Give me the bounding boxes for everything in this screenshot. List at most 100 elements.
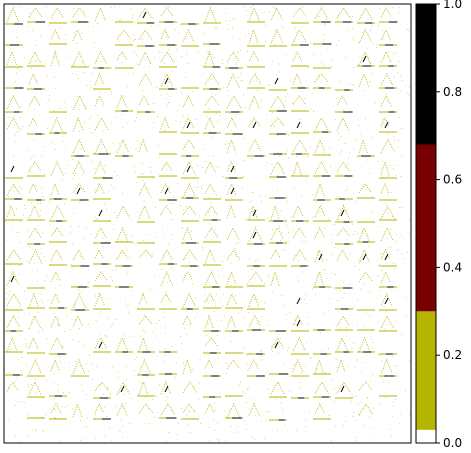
heatmap-speckle bbox=[35, 429, 36, 431]
heatmap-speckle bbox=[392, 355, 394, 357]
heatmap-speckle bbox=[309, 412, 310, 414]
heatmap-speckle bbox=[317, 251, 319, 253]
heatmap-speckle bbox=[266, 162, 268, 163]
heatmap-glyph-triangle bbox=[292, 95, 306, 105]
heatmap-speckle bbox=[136, 63, 138, 65]
heatmap-speckle bbox=[311, 93, 313, 94]
heatmap-speckle bbox=[5, 292, 7, 294]
heatmap-speckle bbox=[357, 322, 358, 324]
heatmap-speckle bbox=[297, 280, 299, 282]
heatmap-speckle bbox=[275, 398, 277, 399]
heatmap-speckle bbox=[287, 241, 289, 243]
heatmap-speckle bbox=[304, 257, 306, 259]
heatmap-speckle bbox=[134, 359, 136, 360]
heatmap-speckle bbox=[208, 302, 209, 304]
heatmap-speckle bbox=[35, 45, 37, 47]
heatmap-speckle bbox=[23, 214, 25, 216]
heatmap-speckle bbox=[83, 72, 85, 73]
heatmap-speckle bbox=[13, 88, 15, 90]
heatmap-glyph-triangle bbox=[204, 314, 214, 329]
heatmap-glyph-triangle bbox=[314, 227, 325, 238]
heatmap-speckle bbox=[165, 325, 167, 327]
heatmap-speckle bbox=[118, 377, 119, 379]
heatmap-speckle bbox=[247, 388, 249, 390]
heatmap-glyph-diagonal bbox=[98, 209, 103, 217]
heatmap-speckle bbox=[203, 300, 205, 302]
heatmap-speckle bbox=[405, 297, 407, 299]
heatmap-glyph-triangle bbox=[6, 183, 21, 196]
heatmap-speckle bbox=[197, 165, 199, 167]
heatmap-speckle bbox=[264, 438, 265, 440]
heatmap-speckle bbox=[377, 23, 379, 25]
heatmap-speckle bbox=[21, 356, 23, 358]
heatmap-speckle bbox=[141, 383, 143, 384]
heatmap-speckle bbox=[356, 395, 358, 397]
heatmap-speckle bbox=[114, 171, 116, 173]
heatmap-speckle bbox=[34, 61, 36, 62]
heatmap-speckle bbox=[26, 435, 28, 437]
heatmap-speckle bbox=[334, 223, 335, 225]
heatmap-speckle bbox=[216, 335, 218, 336]
heatmap-speckle bbox=[331, 378, 333, 380]
heatmap-speckle bbox=[64, 203, 66, 205]
heatmap-speckle bbox=[105, 240, 107, 242]
heatmap-speckle bbox=[86, 363, 88, 365]
heatmap-speckle bbox=[299, 267, 301, 269]
heatmap-speckle bbox=[114, 7, 115, 9]
heatmap-speckle bbox=[78, 104, 80, 106]
heatmap-glyph-triangle bbox=[248, 117, 261, 127]
heatmap-speckle bbox=[265, 114, 267, 116]
heatmap-speckle bbox=[166, 36, 167, 38]
heatmap-speckle bbox=[121, 140, 123, 141]
heatmap-speckle bbox=[78, 341, 80, 343]
heatmap-speckle bbox=[57, 402, 59, 404]
heatmap-speckle bbox=[287, 134, 289, 136]
heatmap-speckle bbox=[105, 208, 107, 210]
heatmap-glyph-diagonal bbox=[164, 187, 169, 195]
heatmap-speckle bbox=[20, 401, 22, 403]
heatmap-speckle bbox=[118, 391, 120, 393]
heatmap-speckle bbox=[176, 362, 178, 364]
heatmap-glyph-triangle bbox=[336, 227, 350, 237]
heatmap-speckle bbox=[137, 23, 139, 25]
heatmap-speckle bbox=[25, 338, 26, 340]
heatmap-speckle bbox=[293, 41, 295, 43]
heatmap-speckle bbox=[192, 283, 194, 285]
heatmap-speckle bbox=[395, 399, 396, 400]
heatmap-speckle bbox=[226, 373, 227, 375]
heatmap-speckle bbox=[299, 387, 301, 389]
heatmap-speckle bbox=[91, 86, 92, 88]
heatmap-speckle bbox=[209, 319, 211, 320]
heatmap-glyph-diagonal bbox=[10, 275, 15, 283]
heatmap-speckle bbox=[45, 379, 47, 381]
heatmap-speckle bbox=[294, 364, 295, 365]
heatmap-speckle bbox=[281, 25, 283, 27]
heatmap-glyph-triangle bbox=[248, 315, 262, 327]
heatmap-speckle bbox=[78, 225, 80, 227]
heatmap-speckle bbox=[183, 115, 184, 116]
heatmap-speckle bbox=[204, 133, 206, 134]
heatmap-speckle bbox=[392, 405, 394, 407]
heatmap-speckle bbox=[148, 188, 150, 190]
heatmap-speckle bbox=[49, 409, 51, 411]
heatmap-speckle bbox=[246, 401, 248, 403]
heatmap-speckle bbox=[231, 321, 232, 323]
heatmap-speckle bbox=[11, 221, 13, 223]
heatmap-speckle bbox=[150, 25, 152, 27]
heatmap-speckle bbox=[342, 109, 344, 111]
heatmap-glyph-triangle bbox=[72, 116, 84, 132]
heatmap-speckle bbox=[8, 294, 10, 295]
heatmap-glyph-triangle bbox=[314, 403, 326, 414]
heatmap-speckle bbox=[91, 132, 93, 134]
heatmap-speckle bbox=[107, 191, 109, 193]
heatmap-speckle bbox=[250, 283, 252, 285]
heatmap-speckle bbox=[25, 364, 27, 366]
heatmap-glyph-triangle bbox=[28, 95, 41, 107]
heatmap-speckle bbox=[335, 358, 337, 360]
heatmap-speckle bbox=[381, 226, 383, 228]
heatmap-speckle bbox=[133, 165, 135, 167]
heatmap-speckle bbox=[82, 345, 84, 347]
heatmap-speckle bbox=[278, 63, 280, 65]
heatmap-speckle bbox=[73, 31, 75, 33]
heatmap-speckle bbox=[19, 334, 21, 336]
